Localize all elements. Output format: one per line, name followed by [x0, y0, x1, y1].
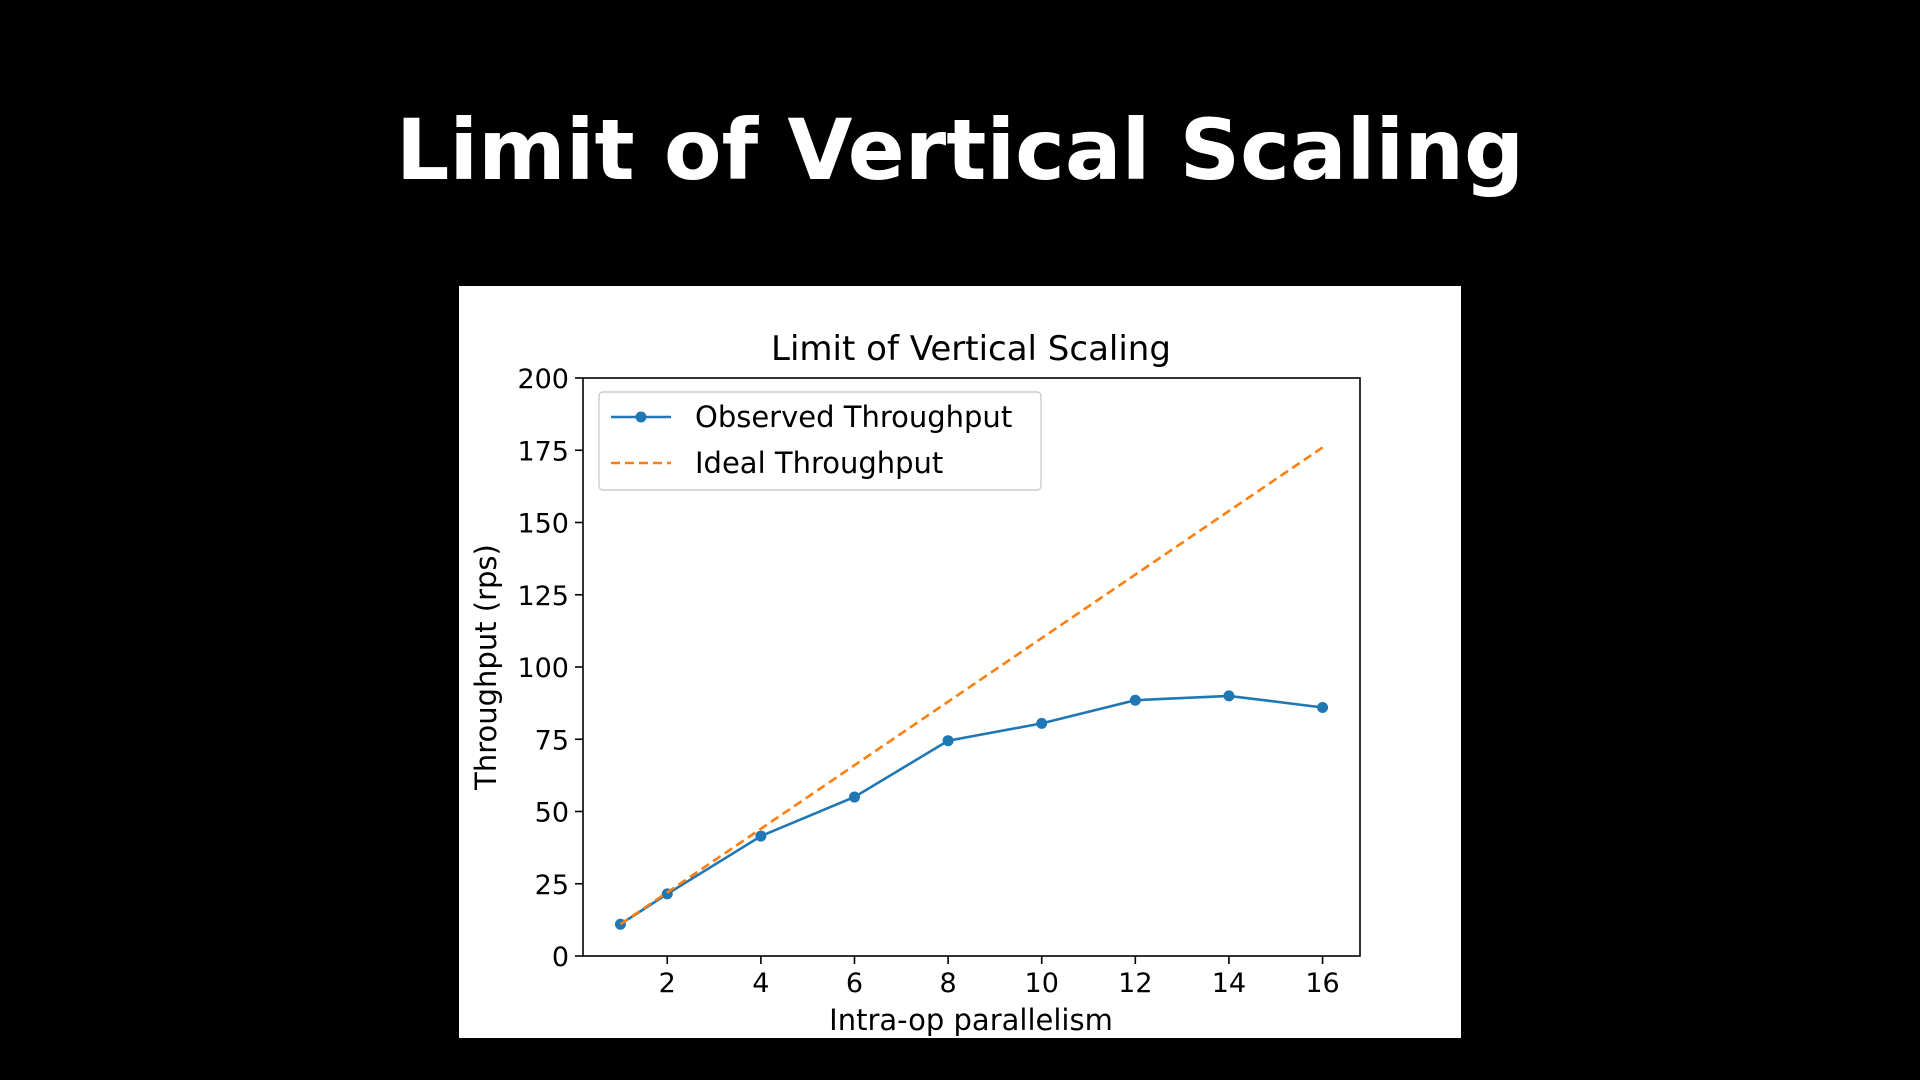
- ideal-throughput-line: [619, 446, 1324, 926]
- x-tick-label: 10: [1025, 968, 1059, 999]
- legend-marker-observed-throughput: [635, 411, 647, 423]
- x-tick-label: 2: [659, 968, 676, 999]
- legend-box: [598, 391, 1042, 491]
- y-tick-label: 50: [535, 798, 569, 829]
- y-tick-label: 200: [517, 364, 569, 395]
- observed-throughput-line: [619, 694, 1323, 926]
- x-tick-label: 14: [1212, 968, 1246, 999]
- observed-throughput-point: [1036, 717, 1048, 729]
- y-tick-label: 100: [517, 653, 569, 684]
- legend-label-ideal-throughput: Ideal Throughput: [695, 446, 943, 480]
- observed-throughput-point: [1223, 690, 1235, 702]
- line-chart: Limit of Vertical Scaling Throughput (rp…: [469, 329, 1361, 1037]
- x-axis-label: Intra-op parallelism: [829, 1003, 1113, 1037]
- y-tick-label: 175: [517, 436, 569, 467]
- y-axis-label: Throughput (rps): [469, 544, 503, 791]
- x-tick-label: 16: [1305, 968, 1339, 999]
- y-tick-label: 25: [535, 870, 569, 901]
- y-tick-label: 150: [517, 509, 569, 540]
- slide-title: Limit of Vertical Scaling: [395, 101, 1525, 199]
- x-tick-label: 4: [752, 968, 769, 999]
- x-tick-label: 8: [940, 968, 957, 999]
- observed-throughput-point: [755, 830, 767, 842]
- chart-panel: Limit of Vertical Scaling Throughput (rp…: [459, 286, 1461, 1038]
- y-tick-label: 125: [517, 581, 569, 612]
- observed-throughput-point: [942, 735, 954, 747]
- legend-label-observed-throughput: Observed Throughput: [695, 400, 1012, 434]
- observed-throughput-point: [1129, 694, 1141, 706]
- legend: Observed Throughput Ideal Throughput: [598, 391, 1042, 491]
- y-tick-label: 75: [535, 725, 569, 756]
- observed-throughput-point: [1317, 701, 1329, 713]
- x-tick-label: 12: [1118, 968, 1152, 999]
- observed-throughput-point: [848, 791, 860, 803]
- y-tick-label: 0: [552, 942, 569, 973]
- chart-title: Limit of Vertical Scaling: [771, 329, 1171, 369]
- x-tick-label: 6: [846, 968, 863, 999]
- plot-area: 0 25 50 75 100 125 150 175 200 2 4 6 8 10 12 14 16: [517, 364, 1361, 999]
